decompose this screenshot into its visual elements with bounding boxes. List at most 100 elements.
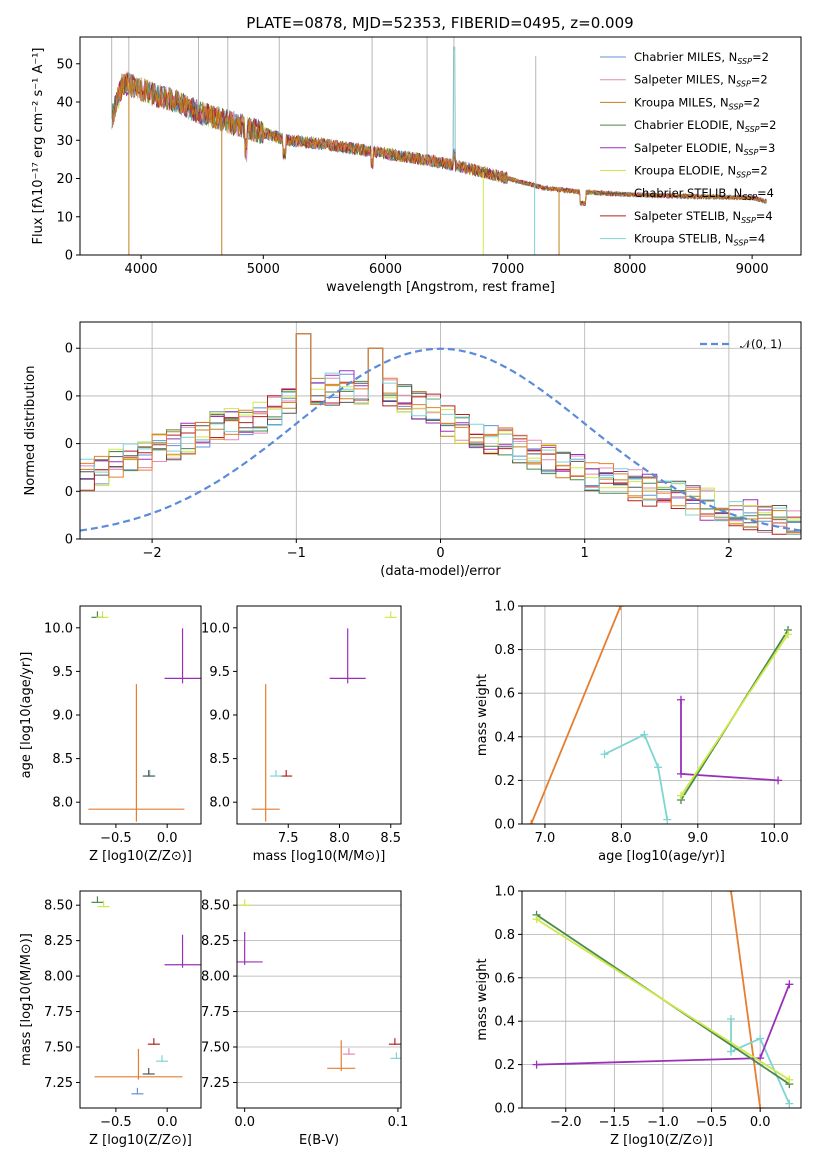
- x-tick-label: 0.0: [157, 831, 178, 846]
- data-point: [329, 628, 366, 684]
- x-axis-label: Z [log10(Z/Z⊙)]: [89, 1133, 192, 1148]
- y-tick-label: 0: [65, 389, 73, 404]
- weight-marker: [676, 791, 685, 800]
- y-tick-label: 9.5: [209, 665, 230, 680]
- y-tick-label: 8.5: [52, 752, 73, 767]
- y-tick-label: 0.0: [494, 818, 515, 833]
- axes-frame: [521, 890, 802, 1109]
- data-point: [142, 1067, 155, 1075]
- mass_vs_Z-panel: −0.5 0.0 7.25 7.50 7.75 8.00 8.25 8.50 Z [log10(…: [19, 890, 202, 1148]
- y-tick-label: 50: [56, 57, 73, 72]
- weight-marker: [654, 763, 663, 772]
- weight-marker: [785, 1075, 794, 1084]
- x-axis-label: (data-model)/error: [380, 564, 501, 579]
- residual-legend: 𝒩(0, 1): [700, 337, 782, 351]
- spectrum-line-kroupa-miles: [111, 72, 767, 206]
- weight-marker: [532, 1060, 541, 1069]
- weight-marker: [774, 776, 783, 785]
- x-tick-label: −0.5: [696, 1115, 728, 1130]
- legend-label: 𝒩(0, 1): [740, 337, 782, 351]
- x-axis-label: Z [log10(Z/Z⊙)]: [89, 849, 192, 864]
- axes-frame: [236, 605, 402, 825]
- data-point: [327, 1040, 356, 1072]
- x-tick-label: −1.5: [599, 1115, 631, 1130]
- x-tick-label: 8000: [613, 262, 646, 277]
- y-tick-label: 0.2: [494, 1058, 515, 1073]
- x-tick-label: 4000: [125, 262, 158, 277]
- y-tick-label: 10.0: [201, 621, 230, 636]
- x-tick-label: 10.0: [760, 831, 789, 846]
- x-tick-label: 2: [725, 546, 733, 561]
- weight_vs_Z-data: [532, 891, 794, 1108]
- y-tick-label: 0.8: [494, 643, 515, 658]
- x-tick-label: 0.0: [157, 1115, 178, 1130]
- data-point: [94, 1048, 183, 1080]
- axes-frame: [79, 605, 202, 825]
- x-tick-label: 6000: [369, 262, 402, 277]
- weight-marker: [640, 730, 649, 739]
- x-tick-label: 7.0: [535, 831, 556, 846]
- x-tick-label: 7000: [491, 262, 524, 277]
- weight-marker: [785, 980, 794, 989]
- data-point: [147, 1038, 160, 1045]
- y-tick-label: 7.25: [44, 1076, 73, 1091]
- axes-frame: [79, 321, 802, 540]
- weight-marker: [663, 815, 672, 824]
- weight-marker: [756, 1104, 765, 1108]
- mass_vs_EBV-panel: 0.0 0.1 7.25 7.50 7.75 8.00 8.25 8.50 E(B-V): [201, 890, 408, 1148]
- y-tick-label: 0.6: [494, 971, 515, 986]
- x-tick-label: 0: [436, 546, 444, 561]
- y-tick-label: 7.75: [44, 1005, 73, 1020]
- y-tick-label: 7.25: [201, 1076, 230, 1091]
- x-tick-label: −1.0: [647, 1115, 679, 1130]
- y-tick-label: 8.00: [201, 970, 230, 985]
- data-point: [156, 1055, 169, 1062]
- weight-line: [530, 606, 622, 824]
- y-axis-label: mass weight: [475, 674, 490, 756]
- axes-frame: [236, 890, 402, 1109]
- y-tick-label: 0.0: [494, 1102, 515, 1117]
- legend-label: Chabrier STELIB, NSSP=4: [634, 186, 774, 202]
- x-tick-label: 0.0: [234, 1115, 255, 1130]
- x-tick-label: 5000: [247, 262, 280, 277]
- legend-label: Kroupa ELODIE, NSSP=2: [634, 164, 768, 180]
- y-tick-label: 30: [56, 134, 73, 149]
- data-point: [238, 899, 251, 906]
- x-axis-label: wavelength [Angstrom, rest frame]: [326, 280, 555, 295]
- data-point: [164, 934, 201, 968]
- weight-line: [730, 891, 762, 1108]
- weight-line: [680, 633, 789, 797]
- weight-line: [680, 699, 779, 782]
- y-tick-label: 7.75: [201, 1005, 230, 1020]
- y-tick-label: 8.25: [44, 934, 73, 949]
- data-point: [390, 1052, 401, 1059]
- y-tick-label: 9.0: [52, 709, 73, 724]
- data-point: [342, 1048, 355, 1055]
- y-axis-label: mass [log10(M/M⊙)]: [19, 933, 34, 1066]
- x-tick-label: 9.0: [687, 831, 708, 846]
- x-axis-label: age [log10(age/yr)]: [598, 849, 725, 864]
- x-tick-label: 9000: [736, 262, 769, 277]
- legend-label: Kroupa STELIB, NSSP=4: [634, 232, 765, 248]
- legend-label: Salpeter STELIB, NSSP=4: [634, 209, 773, 225]
- y-tick-label: 10.0: [44, 621, 73, 636]
- y-tick-label: 8.50: [44, 899, 73, 914]
- weight-marker: [532, 915, 541, 924]
- spectrum-data: [111, 37, 767, 255]
- y-tick-label: 9.0: [209, 709, 230, 724]
- weight-marker: [785, 1099, 794, 1108]
- y-tick-label: 8.0: [52, 796, 73, 811]
- y-tick-label: 0: [65, 533, 73, 548]
- y-tick-label: 7.50: [44, 1041, 73, 1056]
- x-tick-label: 0.0: [750, 1115, 771, 1130]
- y-tick-label: 1.0: [494, 600, 515, 615]
- weight-marker: [616, 606, 625, 610]
- data-point: [280, 770, 293, 777]
- weight_vs_age-data: [527, 606, 793, 824]
- y-tick-label: 0: [65, 342, 73, 357]
- weight-marker: [600, 750, 609, 759]
- weight-marker: [527, 820, 536, 824]
- x-axis-label: Z [log10(Z/Z⊙)]: [610, 1133, 713, 1148]
- data-point: [142, 770, 155, 777]
- y-tick-label: 0: [65, 437, 73, 452]
